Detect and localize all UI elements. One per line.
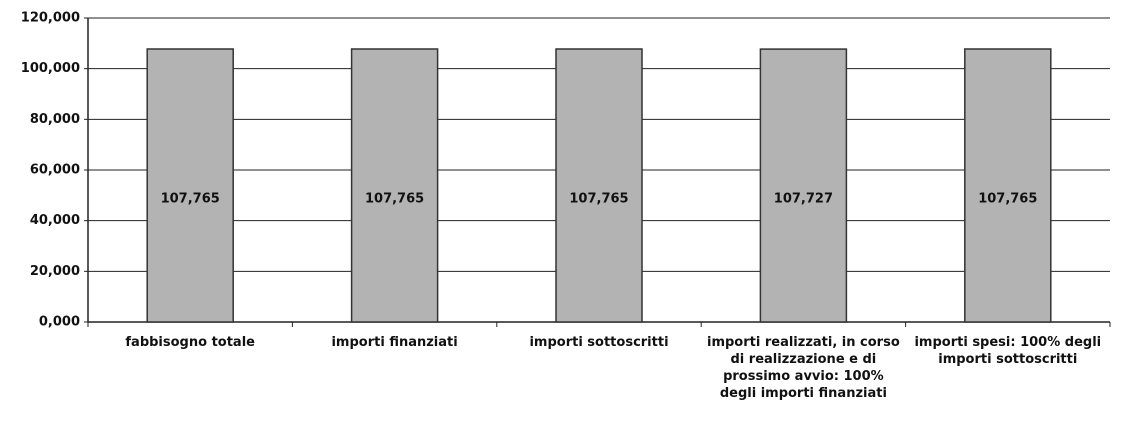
y-tick-label: 40,000: [30, 213, 80, 228]
data-label: 107,765: [161, 192, 220, 207]
bar: [964, 48, 1052, 323]
y-tick-label: 120,000: [21, 11, 80, 26]
data-label: 107,765: [365, 192, 424, 207]
y-tick-label: 60,000: [30, 163, 80, 178]
y-tick-label: 80,000: [30, 112, 80, 127]
bar: [759, 48, 848, 323]
x-tick-label: importi realizzati, in corso di realizza…: [707, 335, 900, 401]
x-tick-label: fabbisogno totale: [125, 335, 255, 350]
y-tick-label: 100,000: [21, 61, 80, 76]
bar: [146, 48, 234, 323]
data-label: 107,765: [978, 192, 1037, 207]
bar: [555, 48, 643, 323]
bar: [350, 48, 439, 323]
x-tick-label: importi sottoscritti: [529, 335, 669, 350]
y-tick-label: 20,000: [30, 264, 80, 279]
data-label: 107,765: [569, 192, 628, 207]
y-tick-label: 0,000: [39, 315, 80, 330]
x-tick-label: importi spesi: 100% degli importi sottos…: [914, 335, 1102, 367]
x-tick-label: importi finanziati: [331, 335, 458, 350]
data-label: 107,727: [774, 192, 833, 207]
